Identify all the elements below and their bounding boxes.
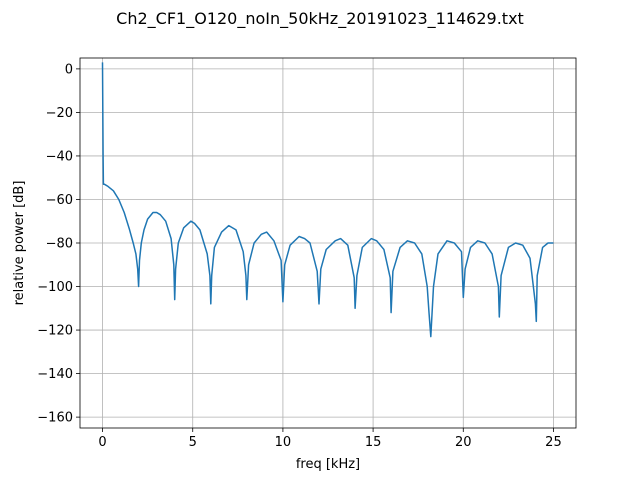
y-axis-ticks: 0 −20 −40 −60 −80 −100 −120 −140 −160 xyxy=(37,62,80,426)
y-tick-label: −60 xyxy=(46,193,73,208)
y-tick-label: −40 xyxy=(46,149,73,164)
x-tick-label: 20 xyxy=(455,435,472,450)
series-line-0 xyxy=(101,62,554,338)
x-tick-label: 0 xyxy=(98,435,106,450)
y-tick-label: −100 xyxy=(37,280,73,295)
grid-lines xyxy=(80,58,576,428)
y-axis-label: relative power [dB] xyxy=(12,181,27,306)
y-tick-label: −80 xyxy=(46,237,73,252)
y-tick-label: −160 xyxy=(37,411,73,426)
x-axis-label: freq [kHz] xyxy=(296,457,360,472)
x-tick-label: 10 xyxy=(275,435,292,450)
x-tick-label: 15 xyxy=(365,435,382,450)
y-tick-label: −120 xyxy=(37,324,73,339)
x-axis-ticks: 0 5 10 15 20 25 xyxy=(98,428,562,450)
series-layer xyxy=(101,62,554,338)
chart-title: Ch2_CF1_O120_noIn_50kHz_20191023_114629.… xyxy=(116,9,524,29)
y-tick-label: −140 xyxy=(37,367,73,382)
y-tick-label: 0 xyxy=(65,62,73,77)
x-tick-label: 25 xyxy=(545,435,562,450)
y-tick-label: −20 xyxy=(46,106,73,121)
x-tick-label: 5 xyxy=(189,435,197,450)
